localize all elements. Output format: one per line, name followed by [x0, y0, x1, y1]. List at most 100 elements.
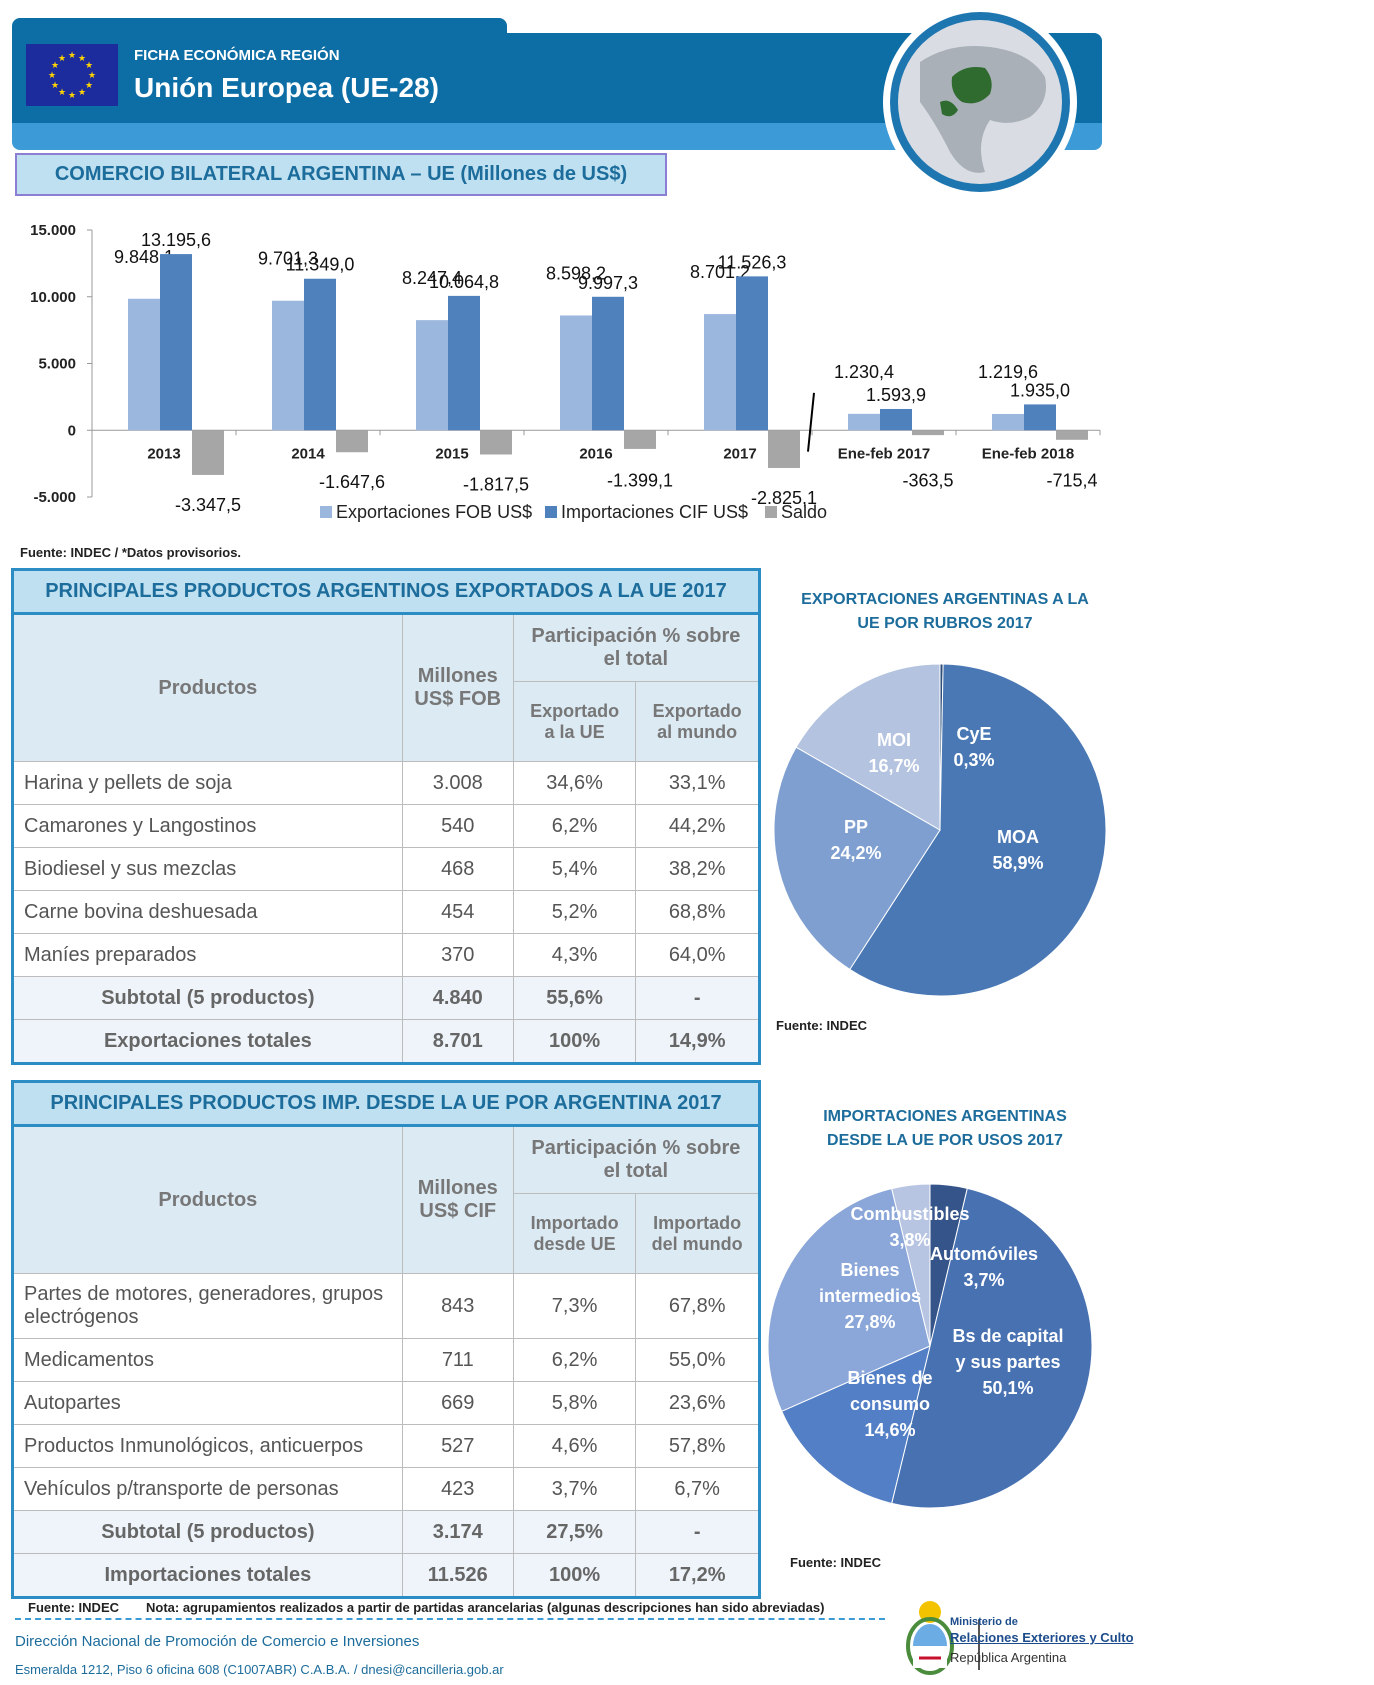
eu-flag-icon: ★ ★ ★ ★ ★ ★ ★ ★ ★ ★ ★ ★	[26, 44, 118, 106]
table-cell: Importaciones totales	[12, 1553, 403, 1598]
ministry-line1: Ministerio de	[950, 1616, 1018, 1628]
data-label: 1.219,6	[978, 362, 1038, 382]
x-tick-label: 2016	[579, 445, 612, 462]
svg-text:★: ★	[68, 51, 76, 61]
table-cell: 423	[401, 1467, 514, 1511]
bar	[336, 430, 368, 453]
pie-label: intermedios	[819, 1286, 921, 1306]
header-title: Unión Europea (UE-28)	[134, 72, 439, 103]
pie-slice	[773, 746, 941, 971]
bar	[416, 320, 448, 431]
pie-label: Bs de capital	[952, 1326, 1063, 1346]
data-label: 13.195,6	[141, 230, 211, 250]
data-label: -715,4	[1046, 470, 1097, 490]
table-cell: Exportaciones totales	[12, 1019, 403, 1064]
svg-text:★: ★	[58, 88, 66, 98]
y-tick-label: 0	[68, 422, 76, 439]
table-cell: Productos Inmunológicos, anticuerpos	[12, 1424, 403, 1468]
table-cell: 7,3%	[512, 1273, 637, 1339]
bar	[304, 278, 336, 431]
table-cell: 5,4%	[512, 847, 637, 891]
ministry-line3: República Argentina	[950, 1650, 1067, 1665]
table-cell: 17,2%	[635, 1553, 760, 1598]
col-participacion: Participación % sobre el total	[512, 1125, 761, 1194]
bar	[1024, 404, 1056, 431]
svg-text:★: ★	[48, 71, 56, 81]
x-tick-label: Ene-feb 2017	[838, 445, 931, 462]
bar	[272, 300, 304, 431]
table-cell: 527	[401, 1424, 514, 1468]
table-cell: 3.008	[401, 761, 514, 805]
pie-label: y sus partes	[955, 1352, 1060, 1372]
bar	[592, 296, 624, 431]
col-sub-ue: Exportado a la UE	[512, 681, 637, 762]
globe-icon	[880, 2, 1080, 202]
ministry-line2: Relaciones Exteriores y Culto	[950, 1630, 1134, 1645]
pie2-source: Fuente: INDEC	[790, 1555, 881, 1570]
table-cell: 68,8%	[635, 890, 760, 934]
pie-value: 50,1%	[982, 1378, 1033, 1398]
data-label: -2.825,1	[751, 488, 817, 508]
table-cell: 3,7%	[512, 1467, 637, 1511]
exports-table-title: PRINCIPALES PRODUCTOS ARGENTINOS EXPORTA…	[12, 569, 760, 615]
legend-label: Exportaciones FOB US$	[336, 502, 532, 522]
table-cell: 33,1%	[635, 761, 760, 805]
bar	[880, 408, 912, 431]
imports-table: PRINCIPALES PRODUCTOS IMP. DESDE LA UE P…	[11, 1080, 761, 1599]
y-tick-label: 5.000	[38, 356, 76, 373]
table-cell: 6,7%	[635, 1467, 760, 1511]
period-separator	[807, 392, 815, 452]
data-label: -1.817,5	[463, 475, 529, 495]
bar	[704, 314, 736, 431]
y-tick-label: -5.000	[33, 489, 76, 506]
table-cell: 4.840	[401, 976, 514, 1020]
bar	[560, 315, 592, 431]
table-cell: 55,0%	[635, 1338, 760, 1382]
table-cell: 6,2%	[512, 1338, 637, 1382]
table-cell: 4,3%	[512, 933, 637, 977]
table-cell: Maníes preparados	[12, 933, 403, 977]
legend-label: Importaciones CIF US$	[561, 502, 748, 522]
pie-slice	[891, 1187, 1093, 1509]
table-cell: 27,5%	[512, 1510, 637, 1554]
table-cell: 55,6%	[512, 976, 637, 1020]
table-cell: -	[635, 976, 760, 1020]
table-cell: Subtotal (5 productos)	[12, 976, 403, 1020]
bar	[768, 430, 800, 468]
total-row: Importaciones totales 11.526 100% 17,2%	[12, 1553, 760, 1598]
bar	[624, 430, 656, 449]
data-label: 1.935,0	[1010, 380, 1070, 400]
svg-text:★: ★	[85, 81, 93, 91]
svg-text:★: ★	[78, 54, 86, 64]
table-cell: 11.526	[401, 1553, 514, 1598]
bar	[192, 430, 224, 475]
logo-divider	[978, 1620, 980, 1670]
legend-swatch	[765, 506, 777, 518]
table-cell: 14,9%	[635, 1019, 760, 1064]
table-row: Autopartes 669 5,8% 23,6%	[12, 1381, 760, 1425]
table-row: Vehículos p/transporte de personas 423 3,7…	[12, 1467, 760, 1511]
legend-swatch	[320, 506, 332, 518]
chart-note: Fuente: INDEC / *Datos provisorios.	[20, 545, 242, 560]
x-tick-label: 2013	[147, 445, 180, 462]
table-row: Harina y pellets de soja 3.008 34,6% 33,1%	[12, 761, 760, 805]
col-millones: Millones US$ CIF	[401, 1125, 514, 1274]
data-label: -3.347,5	[175, 495, 241, 515]
bar	[448, 295, 480, 431]
svg-text:★: ★	[68, 91, 76, 101]
table-cell: Harina y pellets de soja	[12, 761, 403, 805]
bar	[992, 413, 1024, 431]
table-cell: Partes de motores, generadores, grupos e…	[12, 1273, 403, 1339]
pie-label: MOA	[997, 827, 1039, 847]
total-row: Exportaciones totales 8.701 100% 14,9%	[12, 1019, 760, 1064]
pie-value: 0,3%	[953, 750, 994, 770]
table-cell: 468	[401, 847, 514, 891]
table-cell: 57,8%	[635, 1424, 760, 1468]
pie-value: 14,6%	[864, 1420, 915, 1440]
total-row: Subtotal (5 productos) 3.174 27,5% -	[12, 1510, 760, 1554]
table-cell: 3.174	[401, 1510, 514, 1554]
table-cell: 454	[401, 890, 514, 934]
col-products: Productos	[12, 1125, 403, 1274]
bar	[848, 413, 880, 431]
x-tick-label: 2015	[435, 445, 468, 462]
